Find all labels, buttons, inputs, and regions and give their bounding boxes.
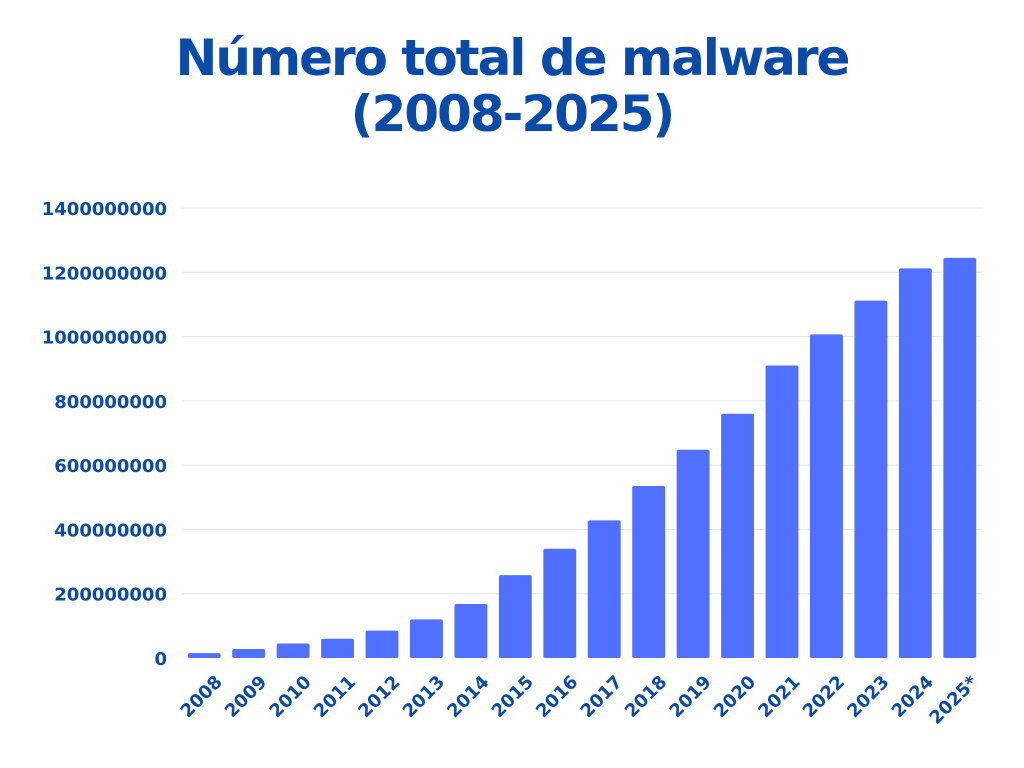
x-axis-tick-labels: 2008200920102011201220132014201520162017… — [177, 671, 983, 728]
y-tick-label: 1000000000 — [42, 328, 167, 349]
y-tick-label: 1400000000 — [42, 199, 167, 220]
bar-2010 — [276, 643, 310, 658]
x-tick-label: 2011 — [310, 672, 360, 722]
bar-2016 — [543, 548, 577, 658]
chart-title-line-1: Número total de malware — [175, 29, 851, 87]
bar-2015 — [498, 575, 532, 658]
bars — [187, 257, 977, 658]
bar-2024 — [898, 268, 932, 658]
x-tick-label: 2018 — [621, 672, 671, 722]
x-tick-label: 2014 — [443, 672, 493, 722]
x-tick-label: 2008 — [177, 672, 227, 722]
bar-2009 — [232, 649, 266, 658]
y-tick-label: 800000000 — [54, 392, 167, 413]
chart-title-line-2: (2008-2025) — [350, 85, 676, 143]
x-tick-label: 2020 — [710, 672, 760, 722]
bar-2013 — [410, 619, 443, 658]
y-tick-label: 1200000000 — [42, 263, 167, 284]
bar-2018 — [632, 486, 666, 658]
x-tick-label: 2019 — [665, 672, 715, 722]
x-tick-label: 2013 — [399, 672, 449, 722]
bar-2022 — [810, 334, 843, 658]
bar-2014 — [454, 604, 488, 658]
bar-2020 — [721, 413, 754, 658]
x-tick-label: 2009 — [221, 672, 271, 722]
bar-2017 — [587, 520, 621, 658]
y-tick-label: 600000000 — [54, 456, 167, 477]
x-tick-label: 2022 — [799, 672, 849, 722]
bar-2019 — [676, 449, 710, 658]
bar-2025-est — [943, 257, 977, 658]
bar-2012 — [365, 630, 399, 658]
y-axis-tick-labels: 0 200000000 400000000 600000000 800000000 100… — [42, 199, 167, 670]
x-tick-label: 2023 — [843, 672, 893, 722]
x-tick-label: 2021 — [754, 672, 804, 722]
x-tick-label: 2015 — [488, 672, 538, 722]
bar-2023 — [854, 300, 888, 658]
y-tick-label: 0 — [154, 649, 167, 670]
x-tick-label: 2010 — [265, 672, 315, 722]
bar-2008 — [187, 653, 221, 658]
grid-lines — [182, 207, 982, 595]
bar-2011 — [321, 638, 354, 658]
chart-title: Número total de malware (2008-2025) — [0, 30, 1024, 142]
x-tick-label: 2012 — [354, 672, 404, 722]
y-tick-label: 200000000 — [54, 585, 167, 606]
x-tick-label: 2017 — [577, 672, 627, 722]
bar-2021 — [765, 365, 799, 658]
x-tick-label: 2025* — [925, 671, 982, 728]
y-tick-label: 400000000 — [54, 520, 167, 541]
x-tick-label: 2016 — [532, 672, 582, 722]
